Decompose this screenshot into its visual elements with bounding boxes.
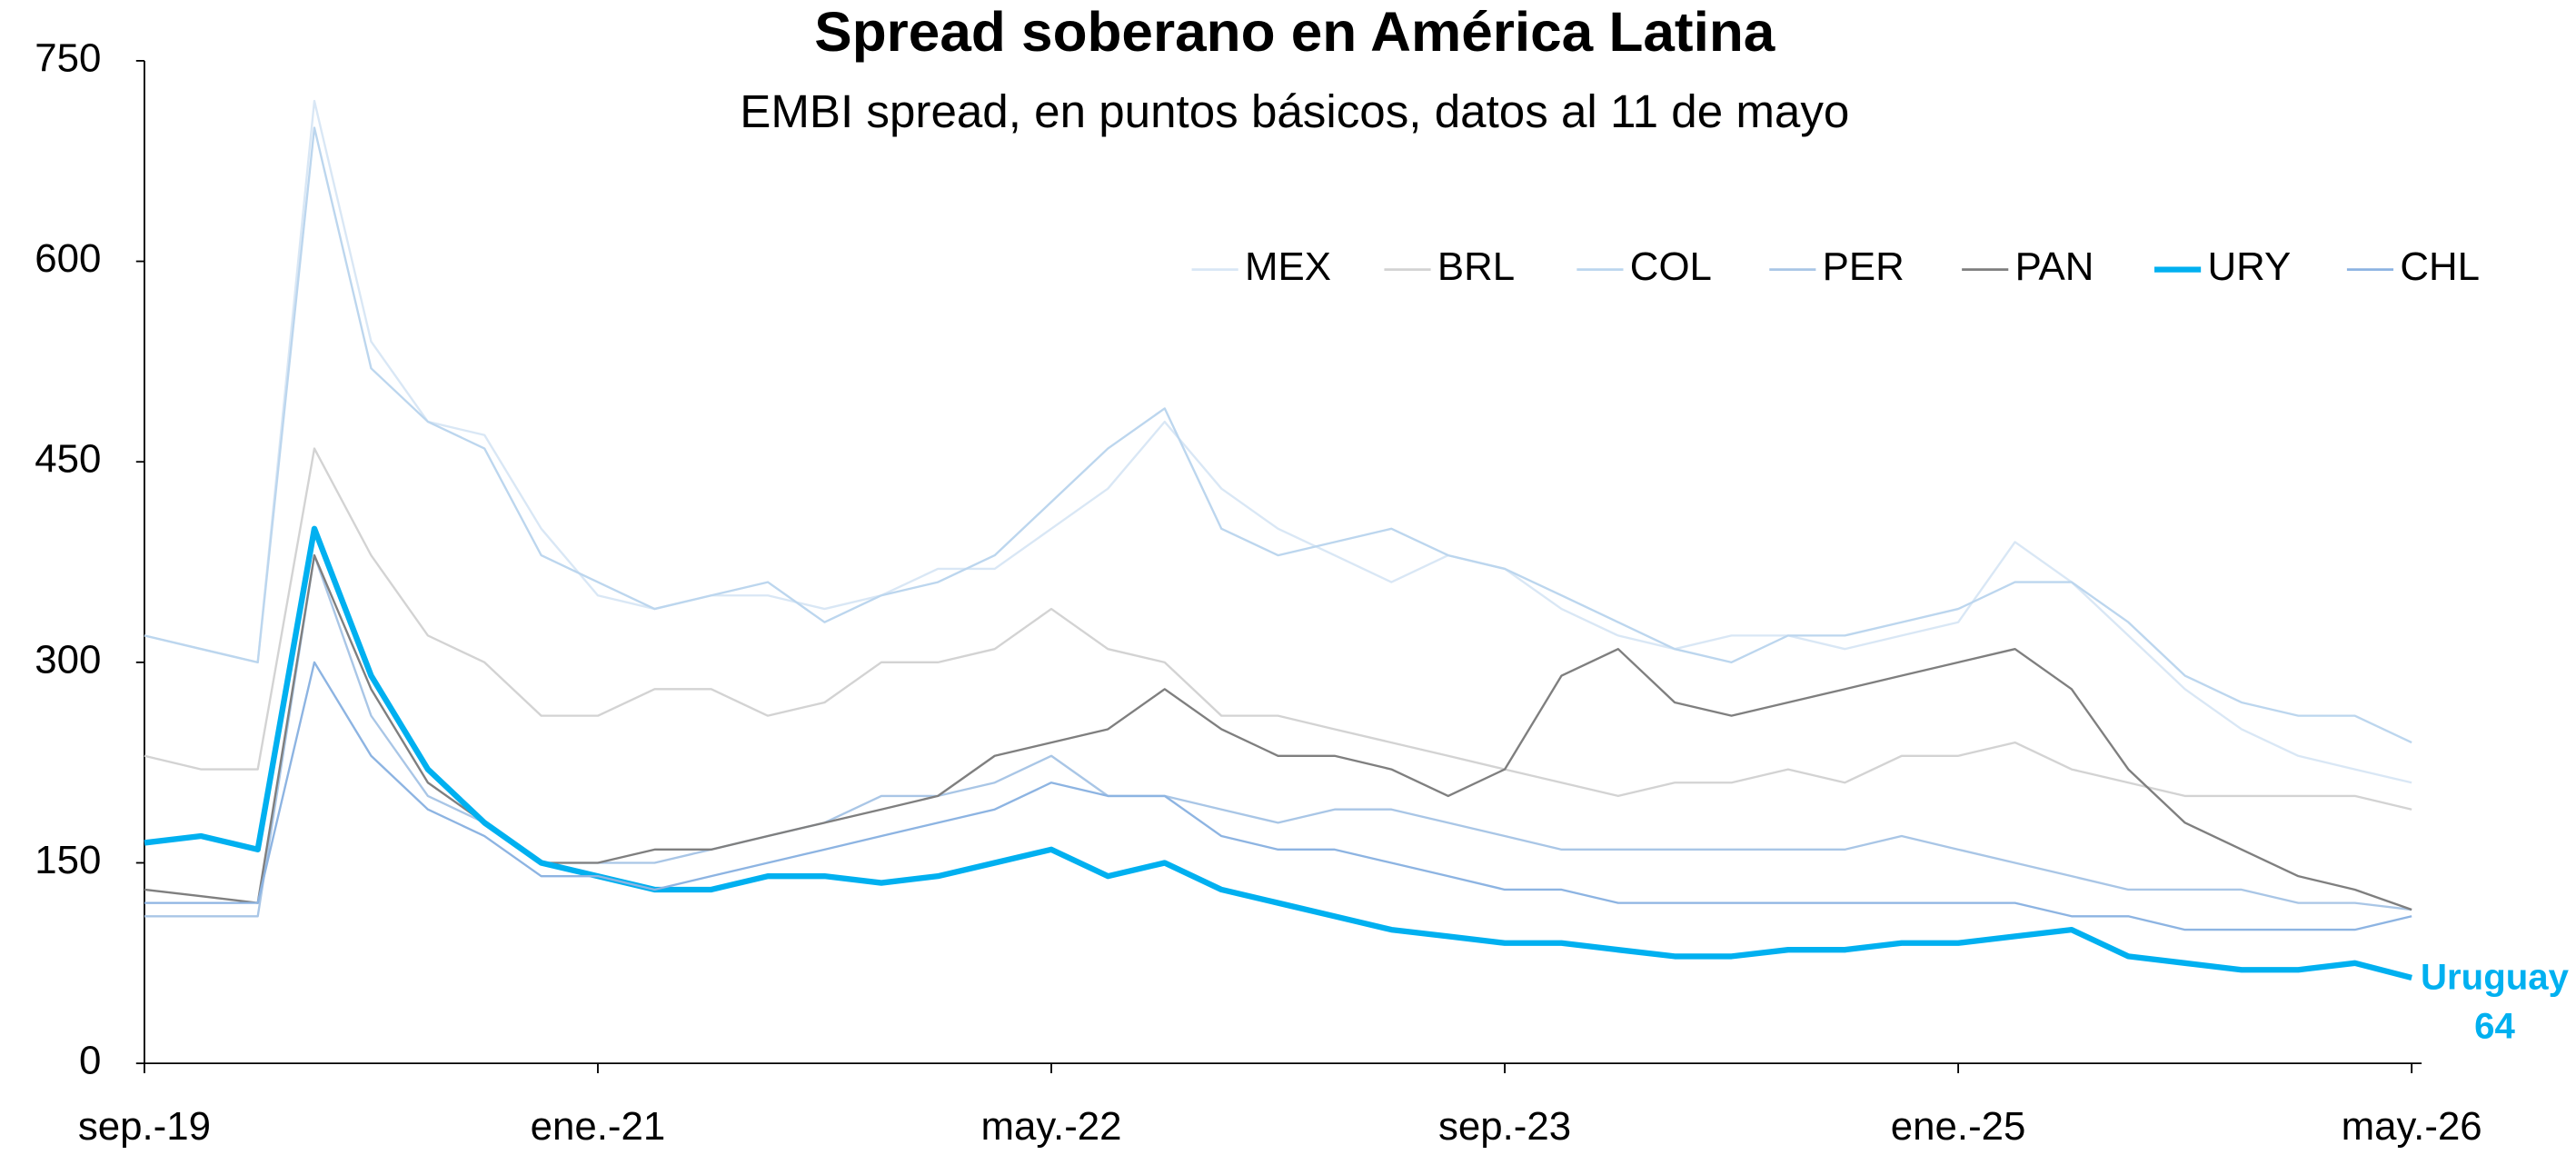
annotation: 64: [2474, 1007, 2515, 1047]
series-line: [144, 525, 2412, 981]
chart-subtitle: EMBI spread, en puntos básicos, datos al…: [740, 85, 1849, 137]
x-tick-label: sep.-19: [78, 1105, 211, 1149]
y-tick-label: 150: [35, 839, 101, 882]
x-tick-label: may.-22: [980, 1105, 1121, 1149]
series-line: [144, 99, 2412, 784]
series-line: [144, 126, 2412, 744]
series-line: [144, 447, 2412, 811]
annotation: Uruguay: [2421, 958, 2570, 998]
legend-label: MEX: [1245, 245, 1331, 289]
legend-label: CHL: [2400, 245, 2480, 289]
y-tick-label: 750: [35, 37, 101, 81]
x-tick-label: may.-26: [2342, 1105, 2482, 1149]
y-tick-label: 450: [35, 438, 101, 482]
series-line: [144, 661, 2412, 931]
legend-label: PAN: [2015, 245, 2094, 289]
legend-label: URY: [2207, 245, 2291, 289]
y-tick-label: 0: [79, 1040, 101, 1083]
x-tick-label: ene.-21: [531, 1105, 666, 1149]
legend-label: PER: [1823, 245, 1905, 289]
x-tick-label: sep.-23: [1438, 1105, 1571, 1149]
series-line: [144, 553, 2412, 918]
legend-label: BRL: [1437, 245, 1515, 289]
y-tick-label: 600: [35, 237, 101, 281]
y-tick-label: 300: [35, 639, 101, 682]
series-line: [144, 553, 2412, 911]
legend-label: COL: [1630, 245, 1712, 289]
x-tick-label: ene.-25: [1891, 1105, 2026, 1149]
chart-title: Spread soberano en América Latina: [814, 1, 1775, 64]
